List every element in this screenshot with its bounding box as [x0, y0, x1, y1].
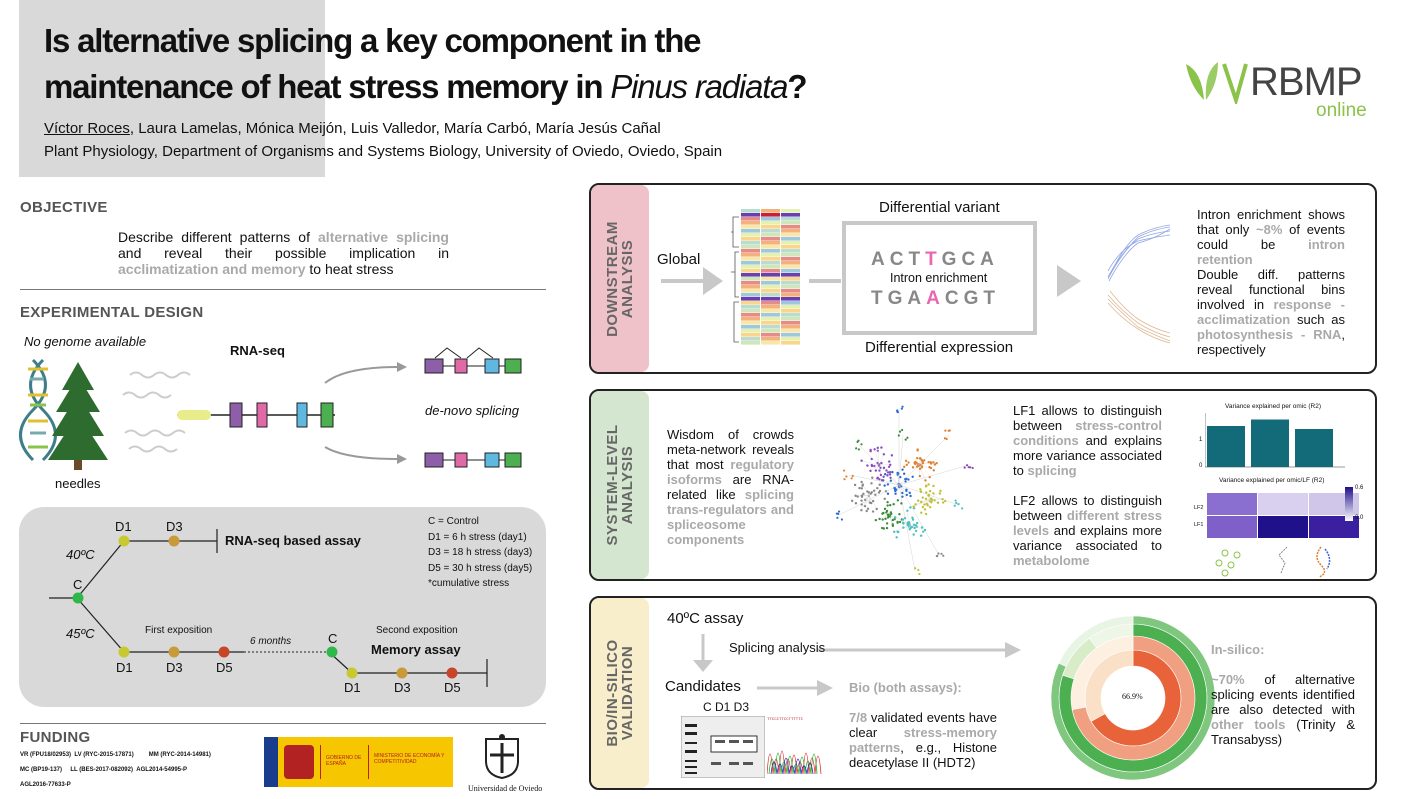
- rnaseq-assay-label: RNA-seq based assay: [225, 533, 361, 548]
- affiliation: Plant Physiology, Department of Organism…: [44, 143, 723, 160]
- sequence-2: TGAACGT: [871, 288, 1000, 309]
- dna-icon: [19, 358, 57, 462]
- spain-gov-logo: GOBIERNO DE ESPAÑA MINISTERIO DE ECONOMÍ…: [264, 737, 453, 787]
- assay-timeline-diagram: [49, 529, 488, 687]
- design-heading: EXPERIMENTAL DESIGN: [20, 304, 204, 321]
- system-level-panel: SYSTEM-LEVEL ANALYSIS Wisdom of crowds me…: [589, 389, 1377, 581]
- control-2-label: C: [328, 631, 338, 646]
- variance-bar: [1207, 426, 1245, 467]
- temp-40-label: 40ºC: [66, 547, 95, 562]
- double-diff-finding: Double diff. patterns reveal functional …: [1197, 267, 1345, 357]
- omic-network-icons: [1215, 546, 1331, 578]
- memory-assay-label: Memory assay: [371, 642, 461, 657]
- validation-flow-arrows: [693, 634, 1021, 696]
- objective-heading: OBJECTIVE: [20, 199, 108, 216]
- bar-chart-title: Variance explained per omic (R2): [1225, 403, 1321, 410]
- meta-network-graph: [835, 405, 974, 575]
- variance-bar-chart: [1205, 413, 1345, 468]
- variant-box: [842, 221, 1037, 335]
- d3-bottom-label: D3: [166, 660, 183, 675]
- funding-heading: FUNDING: [20, 729, 91, 746]
- variance-bar: [1295, 429, 1333, 467]
- bar-y-min: 0: [1199, 463, 1203, 469]
- control-label: C: [73, 577, 83, 592]
- sequencing-chromatogram: TTCCCTTCCTTTTTC: [767, 718, 822, 775]
- divider: [20, 723, 546, 724]
- splicing-analysis-label: Splicing analysis: [729, 640, 826, 655]
- memory-d5-label: D5: [444, 680, 461, 695]
- validation-tab: BIO/IN-SILICO VALIDATION: [591, 598, 649, 788]
- bio-finding: 7/8 validated events have clear stress-m…: [849, 710, 997, 770]
- d1-top-label: D1: [115, 519, 132, 534]
- title-background: [19, 0, 325, 177]
- rnaseq-label: RNA-seq: [230, 343, 285, 358]
- denovo-label: de-novo splicing: [425, 403, 519, 418]
- memory-d1-label: D1: [344, 680, 361, 695]
- insilico-finding: ~70% of alternative splicing events iden…: [1211, 672, 1355, 747]
- first-exposition-label: First exposition: [145, 625, 213, 636]
- d1-bottom-label: D1: [116, 660, 133, 675]
- scale-min: 0.0: [1355, 515, 1364, 521]
- diff-variant-label: Differential variant: [875, 199, 1004, 216]
- candidates-label: Candidates: [665, 678, 741, 695]
- grant-list: VR (FPU18/02953) LV (RYC-2015-17871) MM …: [20, 752, 211, 788]
- scale-max: 0.6: [1355, 485, 1364, 491]
- tool-overlap-sunburst: [1050, 615, 1216, 781]
- heatmap-title: Variance explained per omic/LF (R2): [1219, 477, 1325, 484]
- memory-d3-label: D3: [394, 680, 411, 695]
- second-exposition-label: Second exposition: [376, 625, 458, 636]
- arrow-icon: [661, 267, 723, 295]
- variance-bar: [1251, 419, 1289, 467]
- arrow-icon: [1057, 265, 1081, 297]
- poster-title: Is alternative splicing a key component …: [44, 22, 808, 105]
- meta-network-text: Wisdom of crowds meta-network reveals th…: [667, 427, 794, 547]
- downstream-panel: DOWNSTREAM ANALYSIS Global Differential v…: [589, 183, 1377, 374]
- pine-tree-icon: [48, 362, 108, 470]
- assay-40-label: 40ºC assay: [667, 610, 744, 627]
- heatmap-lf2-label: LF2: [1194, 505, 1204, 511]
- gel-electrophoresis-image: [681, 716, 765, 778]
- rbmp-logo: RBMP: [1250, 60, 1363, 104]
- validation-panel: BIO/IN-SILICO VALIDATION 40ºC assay Splic…: [589, 596, 1377, 790]
- rbmp-leaf-logo-icon: [1186, 62, 1248, 104]
- isoform-bottom-icon: [424, 452, 522, 468]
- intron-finding: Intron enrichment shows that only ~8% of…: [1197, 207, 1345, 267]
- assay-timeline-panel: [19, 507, 546, 707]
- heatmap-scale: [1345, 487, 1353, 521]
- global-label: Global: [657, 251, 701, 268]
- downstream-tab: DOWNSTREAM ANALYSIS: [591, 185, 649, 372]
- university-name: Universidad de Oviedo: [468, 784, 543, 793]
- expression-profiles: [1107, 224, 1171, 344]
- arrow-icon: [809, 279, 841, 283]
- d5-bottom-label: D5: [216, 660, 233, 675]
- sequence-1: ACTTGCA: [871, 249, 999, 270]
- lf2-text: LF2 allows to distinguish between differ…: [1013, 493, 1162, 568]
- no-genome-label: No genome available: [24, 334, 147, 349]
- bio-heading: Bio (both assays):: [849, 680, 962, 695]
- insilico-heading: In-silico:: [1211, 642, 1265, 657]
- d3-top-label: D3: [166, 519, 183, 534]
- intron-enrichment-label: Intron enrichment: [890, 271, 988, 285]
- diff-expression-label: Differential expression: [861, 339, 1018, 356]
- rbmp-logo-sub: online: [1316, 100, 1367, 121]
- university-crest-icon: [485, 734, 519, 779]
- heatmap-lf1-label: LF1: [1194, 522, 1204, 528]
- bar-y-max: 1: [1199, 437, 1203, 443]
- gel-columns: C D1 D3: [703, 700, 750, 714]
- sunburst-percentage: 66.9%: [1122, 692, 1143, 701]
- svg-text:TTCCCTTCCTTTTTC: TTCCCTTCCTTTTTC: [767, 718, 804, 722]
- heatmap-dendrogram: [731, 209, 800, 345]
- temp-45-label: 45ºC: [66, 626, 95, 641]
- isoform-top-icon: [424, 347, 522, 374]
- assay-legend: C = Control D1 = 6 h stress (day1) D3 = 18…: [428, 516, 533, 589]
- objective-text: Describe different patterns of alternati…: [118, 229, 449, 277]
- rnaseq-assembly-diagram: [122, 362, 407, 464]
- lf1-text: LF1 allows to distinguish between stress…: [1013, 403, 1162, 478]
- system-level-tab: SYSTEM-LEVEL ANALYSIS: [591, 391, 649, 579]
- needles-label: needles: [55, 476, 101, 491]
- divider: [20, 289, 546, 290]
- six-months-label: 6 months: [250, 636, 292, 647]
- author-list: Víctor Roces, Laura Lamelas, Mónica Meij…: [44, 120, 661, 137]
